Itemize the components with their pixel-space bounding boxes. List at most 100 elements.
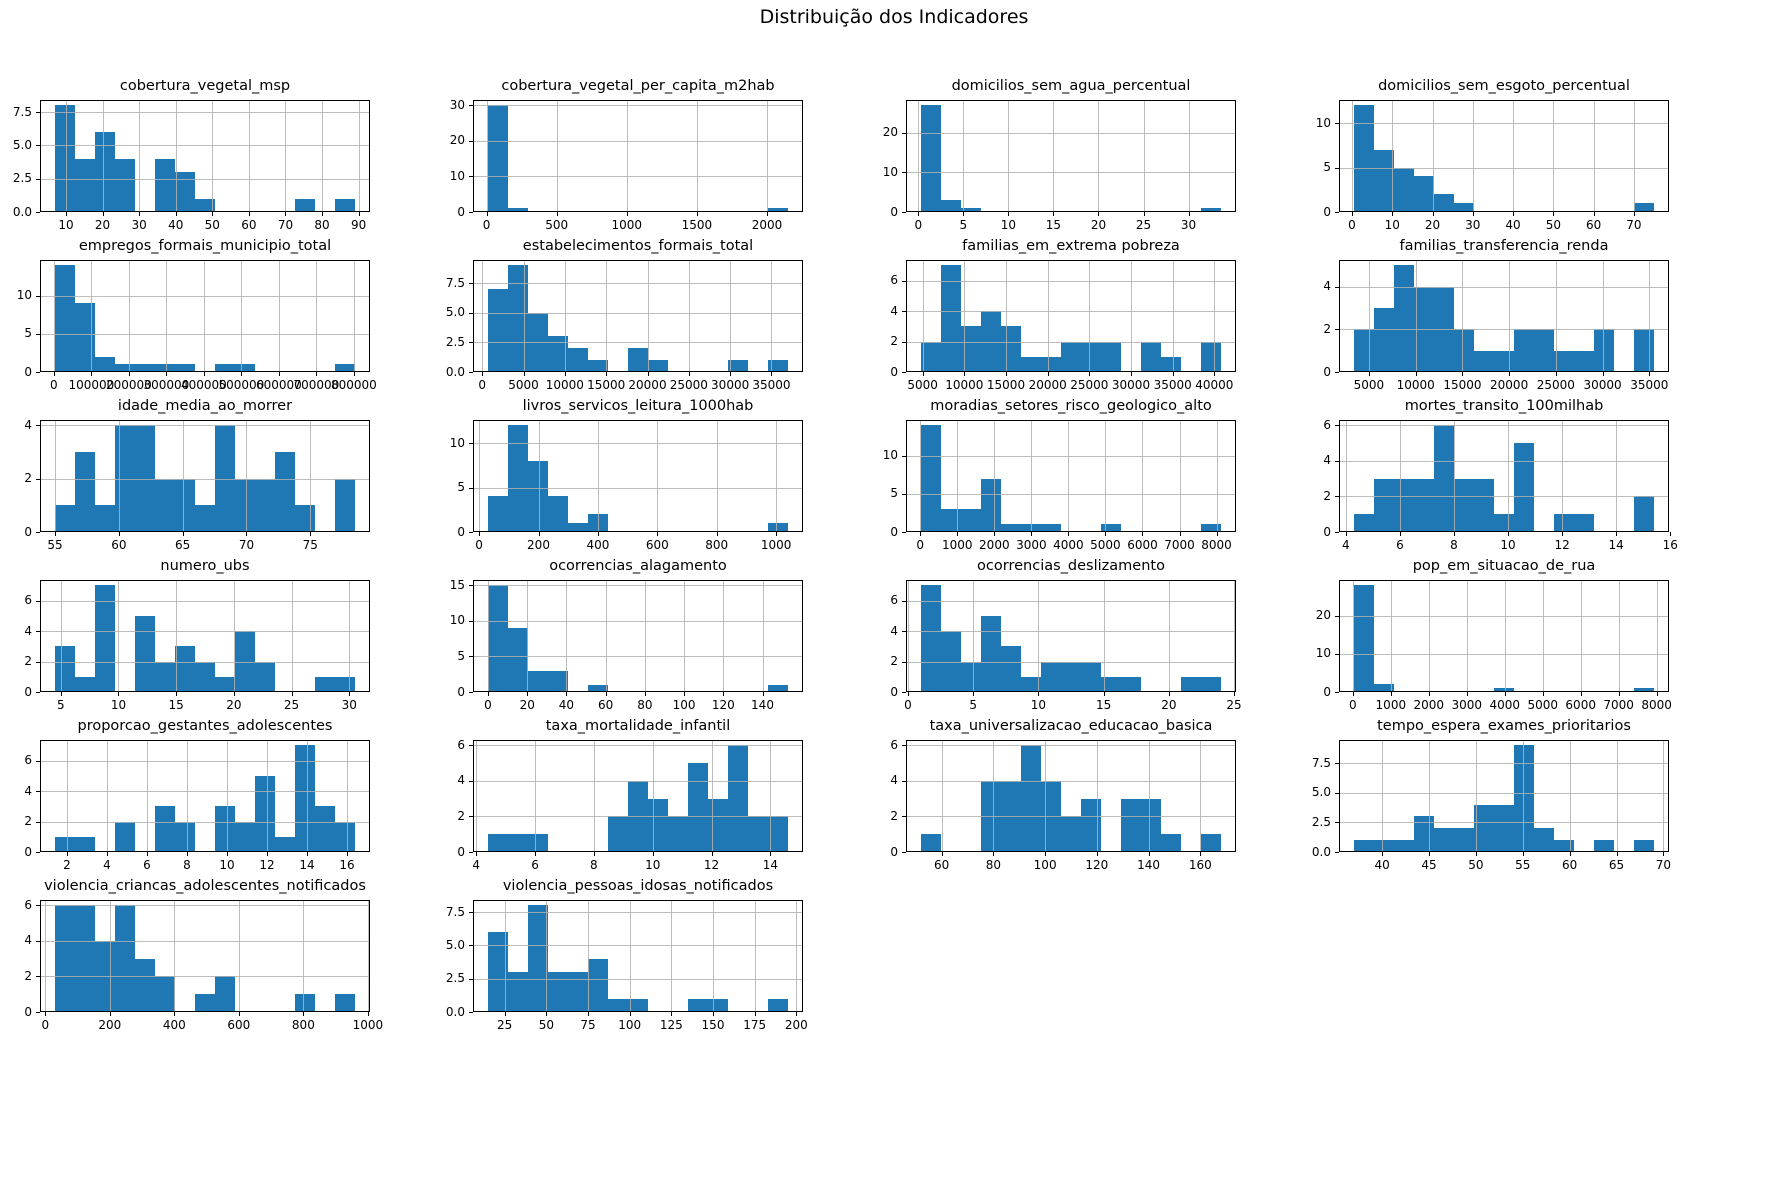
chart-title: estabelecimentos_formais_total xyxy=(522,238,754,254)
histogram-bar xyxy=(1374,840,1394,852)
histogram-bar xyxy=(275,836,295,852)
y-tick-mark xyxy=(1335,653,1339,655)
x-tick-label: 0 xyxy=(914,218,923,232)
x-tick-label: 50 xyxy=(1545,218,1561,232)
y-gridline xyxy=(906,780,1236,782)
y-tick-mark xyxy=(469,312,473,314)
x-tick-mark xyxy=(278,372,280,376)
x-tick-mark xyxy=(730,372,732,376)
histogram-bar xyxy=(1161,834,1181,852)
y-tick-mark xyxy=(1335,167,1339,169)
x-gridline xyxy=(316,260,318,372)
x-gridline xyxy=(278,260,280,372)
x-tick-label: 800000 xyxy=(330,378,377,392)
x-tick-label: 15000 xyxy=(986,378,1026,392)
x-tick-mark xyxy=(1616,852,1618,856)
y-tick-mark xyxy=(469,780,473,782)
y-tick-mark xyxy=(902,745,906,747)
histogram-bar xyxy=(1021,676,1041,692)
histogram-bar xyxy=(175,364,195,372)
y-gridline xyxy=(40,760,370,762)
x-tick-mark xyxy=(303,1012,305,1016)
y-tick-mark xyxy=(1335,123,1339,125)
x-tick-mark xyxy=(941,852,943,856)
y-tick-mark xyxy=(902,172,906,174)
x-gridline xyxy=(1172,260,1174,372)
x-gridline xyxy=(1399,420,1401,532)
x-tick-mark xyxy=(796,1012,798,1016)
histogram-bar xyxy=(1394,265,1414,372)
histogram-bar xyxy=(1494,350,1514,372)
histogram-bar xyxy=(1634,496,1654,532)
x-gridline xyxy=(1593,100,1595,212)
x-tick-mark xyxy=(1143,212,1145,216)
x-gridline xyxy=(147,740,148,852)
x-gridline xyxy=(187,740,188,852)
histogram-bar xyxy=(1201,676,1221,692)
histogram-bar xyxy=(155,661,175,692)
x-gridline xyxy=(486,100,488,212)
x-gridline xyxy=(233,580,235,692)
x-tick-label: 0 xyxy=(475,538,483,552)
histogram-bar xyxy=(115,364,135,372)
x-gridline xyxy=(1168,580,1170,692)
histogram-bar xyxy=(1041,356,1061,372)
histogram-bar xyxy=(668,816,688,852)
x-tick-mark xyxy=(1562,532,1564,536)
x-tick-mark xyxy=(973,692,975,696)
y-tick-label: 5 xyxy=(457,480,465,495)
x-gridline xyxy=(1008,100,1010,212)
histogram-bar xyxy=(1554,514,1574,532)
x-tick-mark xyxy=(1047,372,1049,376)
histogram-bar xyxy=(588,958,608,1012)
y-tick-label: 4 xyxy=(890,303,898,318)
y-tick-mark xyxy=(902,212,906,213)
y-gridline xyxy=(1339,286,1669,288)
x-gridline xyxy=(796,900,798,1012)
y-tick-mark xyxy=(902,311,906,313)
x-gridline xyxy=(1216,420,1218,532)
x-tick-label: 700000 xyxy=(293,378,340,392)
x-gridline xyxy=(1602,260,1604,372)
histogram-bar xyxy=(628,998,648,1012)
y-tick-mark xyxy=(36,333,40,335)
x-tick-label: 600000 xyxy=(255,378,302,392)
x-tick-mark xyxy=(1656,692,1658,696)
x-tick-label: 35000 xyxy=(1630,378,1669,392)
x-gridline xyxy=(238,900,240,1012)
y-tick-label: 0 xyxy=(1323,684,1331,699)
x-tick-mark xyxy=(1454,532,1455,536)
x-tick-label: 6 xyxy=(143,858,151,872)
histogram-bar xyxy=(1454,329,1474,372)
y-gridline xyxy=(1339,792,1669,794)
plot-frame xyxy=(40,900,370,1012)
histogram-bar xyxy=(1081,661,1101,692)
y-tick-label: 0 xyxy=(890,684,898,699)
histogram-bar xyxy=(55,646,75,692)
x-gridline xyxy=(349,580,351,692)
x-gridline xyxy=(671,900,673,1012)
y-tick-mark xyxy=(469,945,473,947)
x-tick-label: 6000 xyxy=(1565,698,1596,712)
x-tick-label: 65 xyxy=(175,538,191,552)
histogram-bar xyxy=(215,364,235,372)
x-gridline xyxy=(527,580,529,692)
histogram-bar xyxy=(115,821,135,852)
histogram-bar xyxy=(1041,524,1061,532)
y-tick-label: 6 xyxy=(24,897,32,912)
x-tick-mark xyxy=(139,212,141,216)
y-tick-label: 7.5 xyxy=(445,904,465,919)
y-gridline xyxy=(1339,329,1669,331)
x-tick-mark xyxy=(307,852,308,856)
plot-frame xyxy=(1339,740,1669,852)
y-tick-mark xyxy=(469,978,473,980)
y-gridline xyxy=(473,487,803,489)
x-tick-label: 7000 xyxy=(1164,538,1195,552)
x-gridline xyxy=(1504,580,1506,692)
chart-title: empregos_formais_municipio_total xyxy=(78,238,332,254)
x-gridline xyxy=(303,900,305,1012)
y-gridline xyxy=(473,745,803,747)
x-tick-label: 0 xyxy=(1349,698,1357,712)
y-tick-label: 0 xyxy=(24,844,32,859)
histogram-bar xyxy=(768,816,788,852)
